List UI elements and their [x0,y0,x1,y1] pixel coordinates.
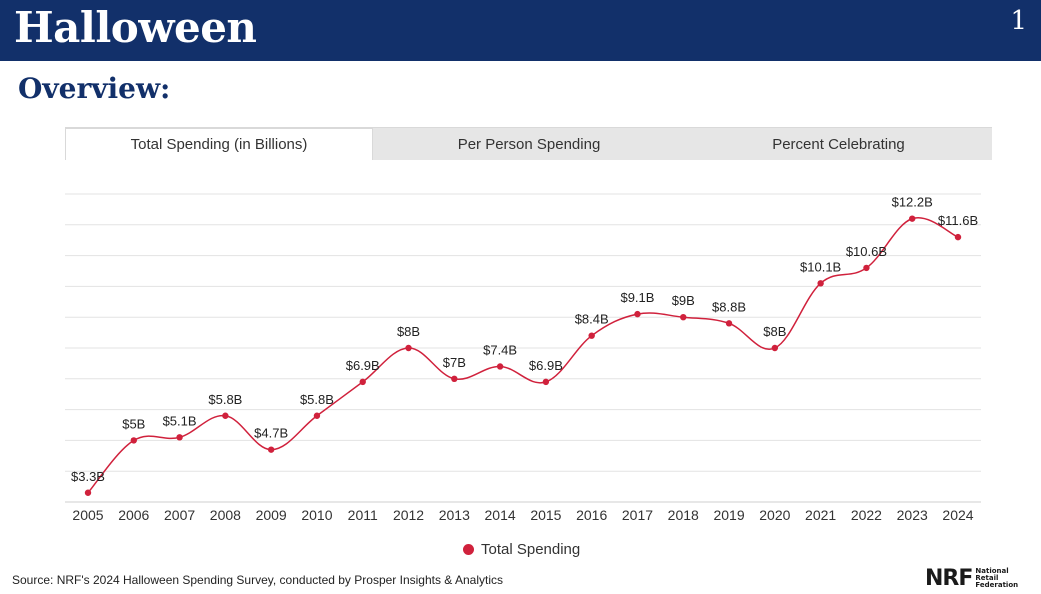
data-label: $12.2B [892,195,933,210]
data-point [771,344,779,352]
data-point [863,264,870,272]
data-label: $6.9B [529,358,563,373]
data-label: $9.1B [620,290,654,305]
data-label: $8B [763,324,786,339]
x-tick-label: 2008 [210,507,241,523]
data-label: $8.4B [575,312,609,327]
x-tick-label: 2013 [439,507,470,523]
data-point [680,314,687,321]
data-label: $11.6B [938,213,978,228]
x-tick-label: 2020 [759,507,790,523]
data-point [588,332,595,339]
x-tick-label: 2007 [164,507,195,523]
page-title: Halloween [14,3,257,52]
data-point [84,489,92,496]
x-tick-label: 2014 [485,507,516,523]
data-point [222,412,229,419]
x-tick-label: 2017 [622,507,653,523]
data-label: $5B [122,416,145,431]
data-label: $10.1B [800,259,841,274]
data-point [817,280,824,287]
x-tick-label: 2015 [530,507,561,523]
source-note: Source: NRF's 2024 Halloween Spending Su… [12,573,503,587]
data-label: $4.7B [254,426,288,441]
data-label: $8B [397,324,420,339]
x-tick-label: 2009 [256,507,287,523]
x-tick-label: 2011 [348,507,378,523]
data-label: $5.1B [163,413,197,428]
data-point [176,434,183,441]
logo-mark: NRF [925,566,973,591]
x-tick-label: 2005 [72,507,103,523]
data-point [909,215,916,222]
data-point [725,320,733,327]
chart-tabs: Total Spending (in Billions) Per Person … [65,127,992,160]
data-point [359,378,366,386]
x-tick-label: 2018 [668,507,699,523]
data-point [313,412,321,419]
data-label: $5.8B [208,392,242,407]
logo-text: National Retail Federation [975,567,1019,589]
data-point [130,437,137,444]
tab-percent-celebrating[interactable]: Percent Celebrating [772,135,905,153]
nrf-logo: NRF National Retail Federation [925,566,1018,591]
data-label: $7B [443,355,466,370]
x-tick-label: 2006 [118,507,149,523]
header-bar [0,0,1041,61]
data-label: $10.6B [846,244,887,259]
section-title: Overview: [18,72,171,105]
chart-legend[interactable]: Total Spending [463,541,580,558]
legend-label: Total Spending [481,541,581,558]
data-label: $7.4B [483,342,517,357]
data-point [267,446,275,453]
x-tick-label: 2016 [576,507,607,523]
x-tick-label: 2021 [805,507,836,523]
data-point [542,378,550,386]
data-label: $6.9B [346,358,380,373]
x-tick-label: 2010 [301,507,332,523]
tab-per-person-spending[interactable]: Per Person Spending [457,135,601,153]
x-tick-label: 2023 [897,507,928,523]
data-point [496,363,504,370]
data-label: $3.3B [71,469,105,484]
data-label: $9B [672,293,695,308]
data-point [634,310,641,318]
page-number: 1 [1010,6,1027,36]
tab-total-spending[interactable]: Total Spending (in Billions) [65,128,373,160]
x-tick-label: 2012 [393,507,424,523]
data-point [954,233,962,241]
legend-marker [463,544,474,555]
data-label: $5.8B [300,392,334,407]
data-point [451,375,458,382]
series-line-total-spending [87,216,959,494]
x-tick-label: 2022 [851,507,882,523]
data-label: $8.8B [712,299,746,314]
data-point [405,344,412,352]
x-tick-label: 2019 [713,507,744,523]
x-tick-label: 2024 [942,507,973,523]
